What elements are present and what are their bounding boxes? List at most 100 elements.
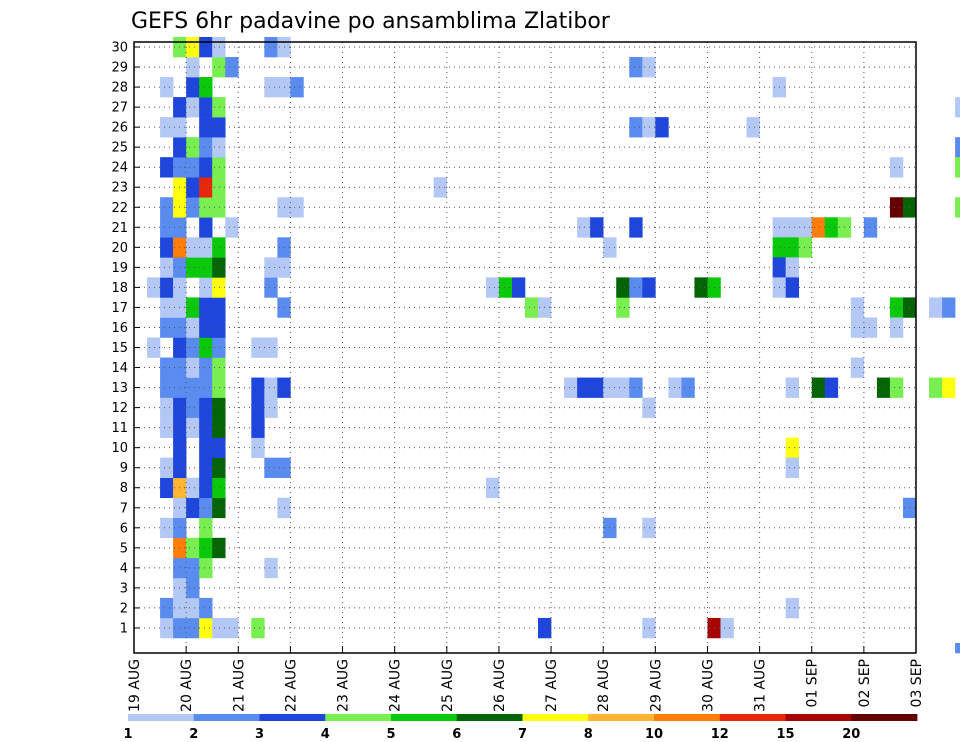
legend-label: 7 (518, 727, 527, 742)
heatmap-cell (212, 337, 226, 358)
heatmap-cell (186, 557, 200, 579)
heatmap-cell (251, 397, 265, 418)
legend-label: 6 (452, 727, 461, 742)
legend-label: 1 (123, 727, 132, 742)
heatmap-cell (955, 642, 960, 654)
heatmap-cell (863, 317, 878, 338)
heatmap-cell (199, 237, 213, 258)
heatmap-cell (199, 457, 213, 479)
legend-swatch (193, 714, 260, 721)
heatmap-cell (199, 257, 213, 278)
heatmap-cell (785, 217, 799, 238)
y-tick-label: 26 (111, 121, 128, 136)
heatmap-cell (199, 497, 213, 519)
heatmap-cell (485, 477, 500, 499)
heatmap-cell (642, 277, 656, 298)
y-tick-label: 22 (111, 201, 128, 216)
heatmap-cell (199, 597, 213, 619)
heatmap-cell (160, 417, 174, 438)
heatmap-cell (498, 277, 513, 298)
heatmap-cell (264, 397, 278, 418)
heatmap-cell (199, 177, 213, 198)
heatmap-cell (955, 97, 960, 118)
y-tick-label: 30 (111, 41, 128, 56)
heatmap-cell (199, 297, 213, 318)
legend-label: 8 (584, 727, 593, 742)
x-tick-label: 01 SEP (805, 659, 821, 707)
heatmap-cell (160, 217, 174, 238)
heatmap-cell (955, 137, 960, 158)
heatmap-cell (824, 217, 839, 238)
heatmap-cell (212, 417, 226, 438)
heatmap-cell (889, 377, 904, 398)
heatmap-cell (160, 277, 174, 298)
heatmap-cell (694, 277, 708, 298)
heatmap-cell (264, 257, 278, 278)
heatmap-cell (186, 317, 200, 338)
heatmap-cell (629, 57, 643, 78)
heatmap-cell (264, 277, 278, 298)
heatmap-cell (160, 357, 174, 378)
heatmap-cell (212, 257, 226, 278)
heatmap-cell (212, 157, 226, 178)
heatmap-cell (199, 557, 213, 579)
heatmap-cell (212, 397, 226, 418)
heatmap-cell (199, 217, 213, 238)
heatmap-cell (186, 577, 200, 599)
heatmap-cell (186, 477, 200, 499)
heatmap-cell (264, 36, 278, 58)
legend-swatch (851, 714, 918, 721)
heatmap-cell (199, 117, 213, 138)
heatmap-cell (251, 617, 265, 639)
x-tick-label: 26 AUG (492, 659, 508, 712)
heatmap-cell (863, 217, 878, 238)
heatmap-cell (199, 417, 213, 438)
heatmap-cell (199, 157, 213, 178)
grid-lines (134, 42, 916, 653)
y-tick-label: 13 (111, 381, 128, 396)
heatmap-cell (199, 357, 213, 378)
heatmap-cell (160, 457, 174, 479)
x-tick-label: 03 SEP (909, 659, 925, 707)
heatmap-cell (212, 457, 226, 479)
y-tick-label: 16 (111, 321, 128, 336)
heatmap-cell (525, 297, 539, 318)
heatmap-cell (186, 36, 200, 58)
plot-frame (133, 41, 917, 654)
heatmap-cell (642, 397, 656, 418)
heatmap-cell (889, 157, 904, 178)
heatmap-cell (212, 377, 226, 398)
heatmap-cell (199, 137, 213, 158)
chart-title: GEFS 6hr padavine po ansamblima Zlatibor (131, 9, 611, 34)
legend-swatch (588, 714, 655, 721)
heatmap-cell (889, 317, 904, 338)
heatmap-cell (942, 297, 956, 318)
heatmap-cell (850, 357, 865, 378)
y-axis: 1234567891011121314151617181920212223242… (111, 41, 140, 636)
heatmap-cell (160, 157, 174, 178)
x-tick-label: 22 AUG (283, 659, 299, 712)
heatmap-cell (629, 217, 643, 238)
y-tick-label: 12 (111, 401, 128, 416)
heatmap-cell (785, 257, 799, 278)
y-tick-label: 2 (120, 601, 128, 616)
legend-swatch (654, 714, 721, 721)
legend-swatch (128, 714, 195, 721)
heatmap-cell (199, 517, 213, 539)
legend-label: 5 (386, 727, 395, 742)
heatmap-cell (889, 197, 904, 218)
x-tick-label: 21 AUG (231, 659, 247, 712)
heatmap-cell (186, 597, 200, 619)
heatmap-cell (290, 77, 304, 98)
heatmap-cell (642, 57, 656, 78)
heatmap-cell (199, 437, 213, 458)
heatmap-cell (616, 297, 630, 318)
heatmap-cell (850, 297, 865, 318)
heatmap-cell (160, 197, 174, 218)
heatmap-cell (160, 517, 174, 539)
legend-swatch (391, 714, 458, 721)
heatmap-cell (186, 57, 200, 78)
y-tick-label: 6 (120, 521, 128, 536)
heatmap-cell (824, 377, 839, 398)
